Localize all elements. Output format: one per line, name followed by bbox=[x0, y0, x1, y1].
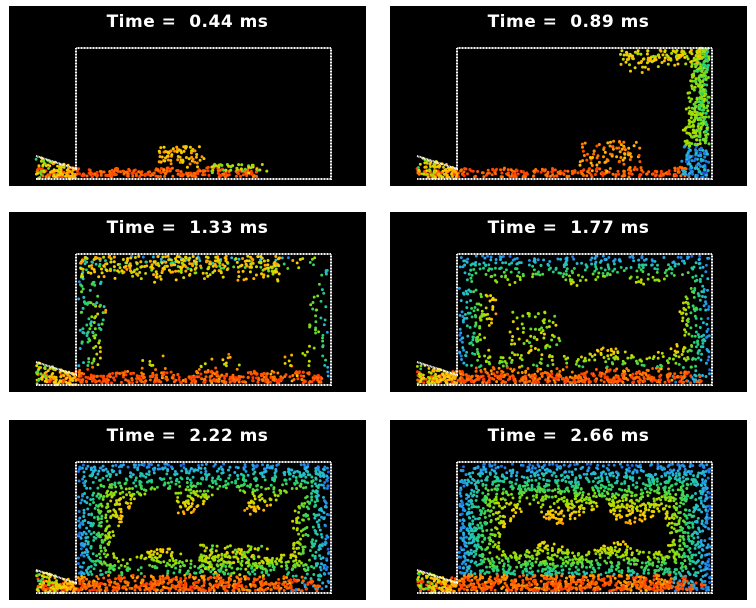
panel-1-particles bbox=[34, 47, 332, 181]
panel-6-particles bbox=[416, 461, 713, 595]
container-outline bbox=[35, 47, 332, 180]
panel-4-particles bbox=[416, 253, 713, 386]
particle-field bbox=[35, 254, 330, 387]
particle-field bbox=[416, 462, 712, 595]
panel-6-title: Time = 2.66 ms bbox=[487, 426, 650, 446]
panel-1: Time = 0.44 ms bbox=[9, 6, 366, 186]
panel-6: Time = 2.66 ms bbox=[390, 420, 747, 600]
panel-3-particles bbox=[35, 253, 332, 387]
panel-3-title: Time = 1.33 ms bbox=[106, 218, 269, 238]
panel-5: Time = 2.22 ms bbox=[9, 420, 366, 600]
particle-field bbox=[35, 462, 331, 595]
panel-3: Time = 1.33 ms bbox=[9, 212, 366, 392]
panel-1-title: Time = 0.44 ms bbox=[106, 12, 269, 32]
particle-field bbox=[416, 254, 712, 386]
panel-2-title: Time = 0.89 ms bbox=[487, 12, 650, 32]
panel-2: Time = 0.89 ms bbox=[390, 6, 747, 186]
container-outline bbox=[416, 47, 713, 180]
container-outline bbox=[35, 253, 332, 386]
container-outline bbox=[416, 461, 713, 594]
container-outline bbox=[35, 461, 332, 594]
panel-5-title: Time = 2.22 ms bbox=[106, 426, 269, 446]
particle-field bbox=[34, 145, 269, 181]
panel-2-particles bbox=[415, 46, 713, 181]
panel-4: Time = 1.77 ms bbox=[390, 212, 747, 392]
particle-field bbox=[415, 46, 711, 181]
panel-4-title: Time = 1.77 ms bbox=[487, 218, 650, 238]
panel-5-particles bbox=[35, 461, 332, 595]
container-outline bbox=[416, 253, 713, 386]
